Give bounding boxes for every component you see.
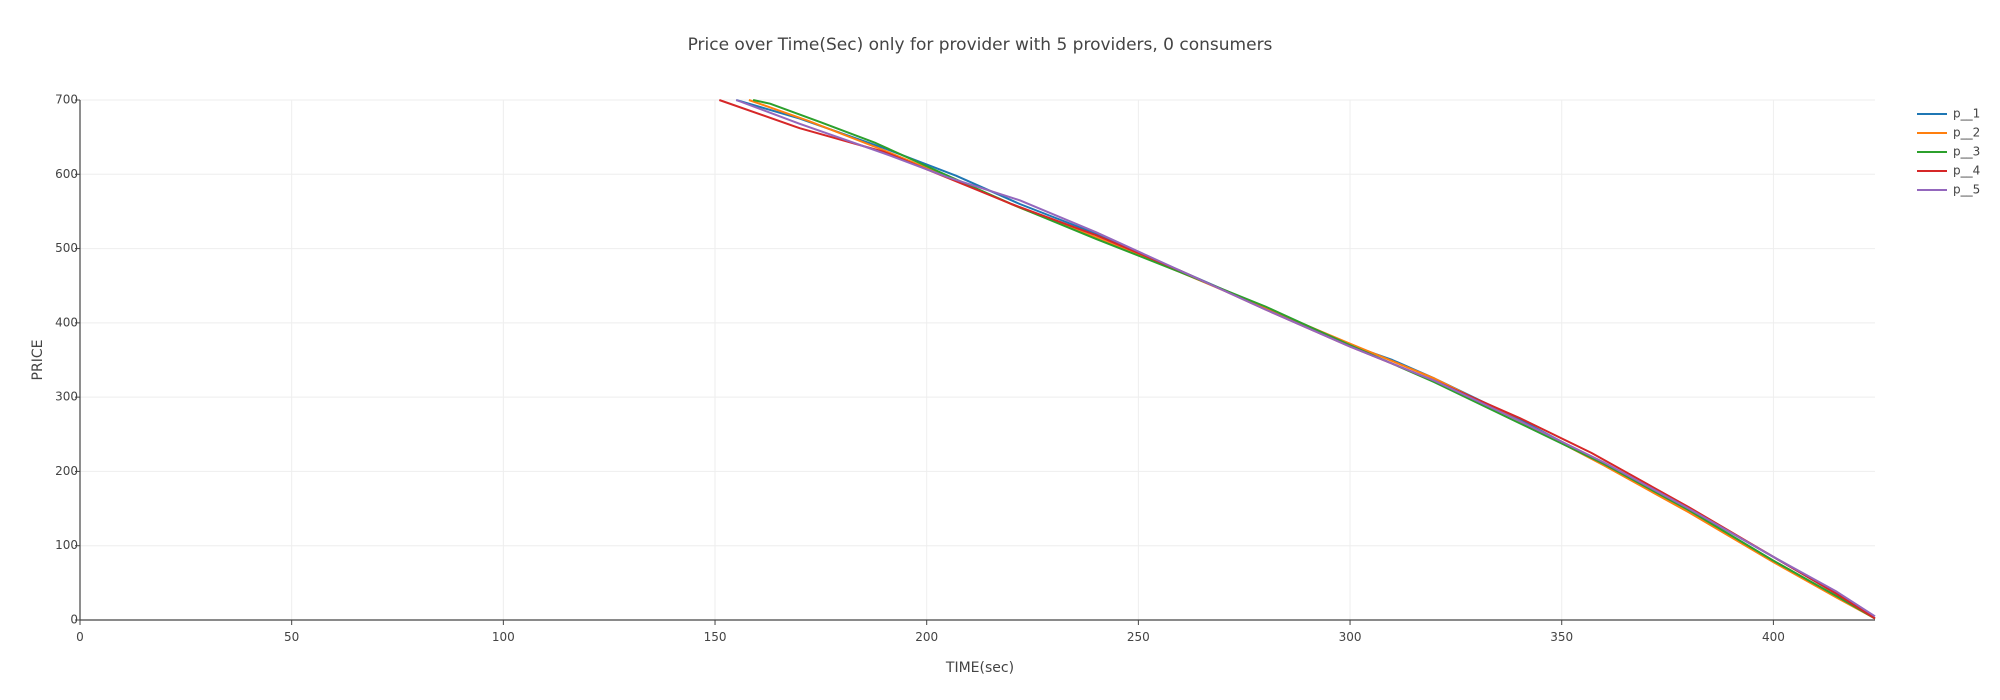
legend-label: p__2 [1953,126,1980,140]
x-tick-label: 50 [284,630,299,644]
legend-item-p2[interactable]: p__2 [1917,126,1980,140]
series-lines [718,99,1876,620]
legend-item-p3[interactable]: p__3 [1917,145,1980,159]
series-line-p4 [718,99,1876,620]
x-tick-label: 350 [1550,630,1573,644]
legend-label: p__5 [1953,183,1980,197]
x-axis-title: TIME(sec) [945,660,1014,676]
series-line-p5 [735,99,1876,618]
y-tick-label: 700 [55,93,78,107]
y-tick-label: 100 [55,538,78,552]
legend-label: p__1 [1953,107,1980,121]
legend-label: p__3 [1953,145,1980,159]
x-tick-label: 400 [1762,630,1785,644]
y-tick-label: 200 [55,464,78,478]
y-tick-label: 300 [55,390,78,404]
legend-label: p__4 [1953,164,1980,178]
series-line-p1 [735,99,1876,620]
x-tick-label: 300 [1339,630,1362,644]
legend-item-p4[interactable]: p__4 [1917,164,1980,178]
y-tick-label: 500 [55,241,78,255]
x-tick-label: 150 [704,630,727,644]
x-tick-label: 100 [492,630,515,644]
y-axis-title: PRICE [30,340,46,381]
tick-labels: 0 50 100 150 200 250 300 350 400 0 100 200 300 400 500… [55,93,1785,644]
x-tick-label: 250 [1127,630,1150,644]
legend-item-p1[interactable]: p__1 [1917,107,1980,121]
series-line-p3 [752,99,1876,620]
y-tick-label: 600 [55,167,78,181]
x-tick-label: 200 [915,630,938,644]
series-line-p2 [748,99,1876,620]
y-tick-label: 0 [70,613,78,627]
legend-item-p5[interactable]: p__5 [1917,183,1980,197]
x-tick-label: 0 [76,630,84,644]
legend[interactable]: p__1 p__2 p__3 p__4 p__5 [1917,107,1980,197]
grid [80,99,1875,620]
axes [75,99,1875,625]
y-tick-label: 400 [55,315,78,329]
chart-title: Price over Time(Sec) only for provider w… [688,35,1273,55]
